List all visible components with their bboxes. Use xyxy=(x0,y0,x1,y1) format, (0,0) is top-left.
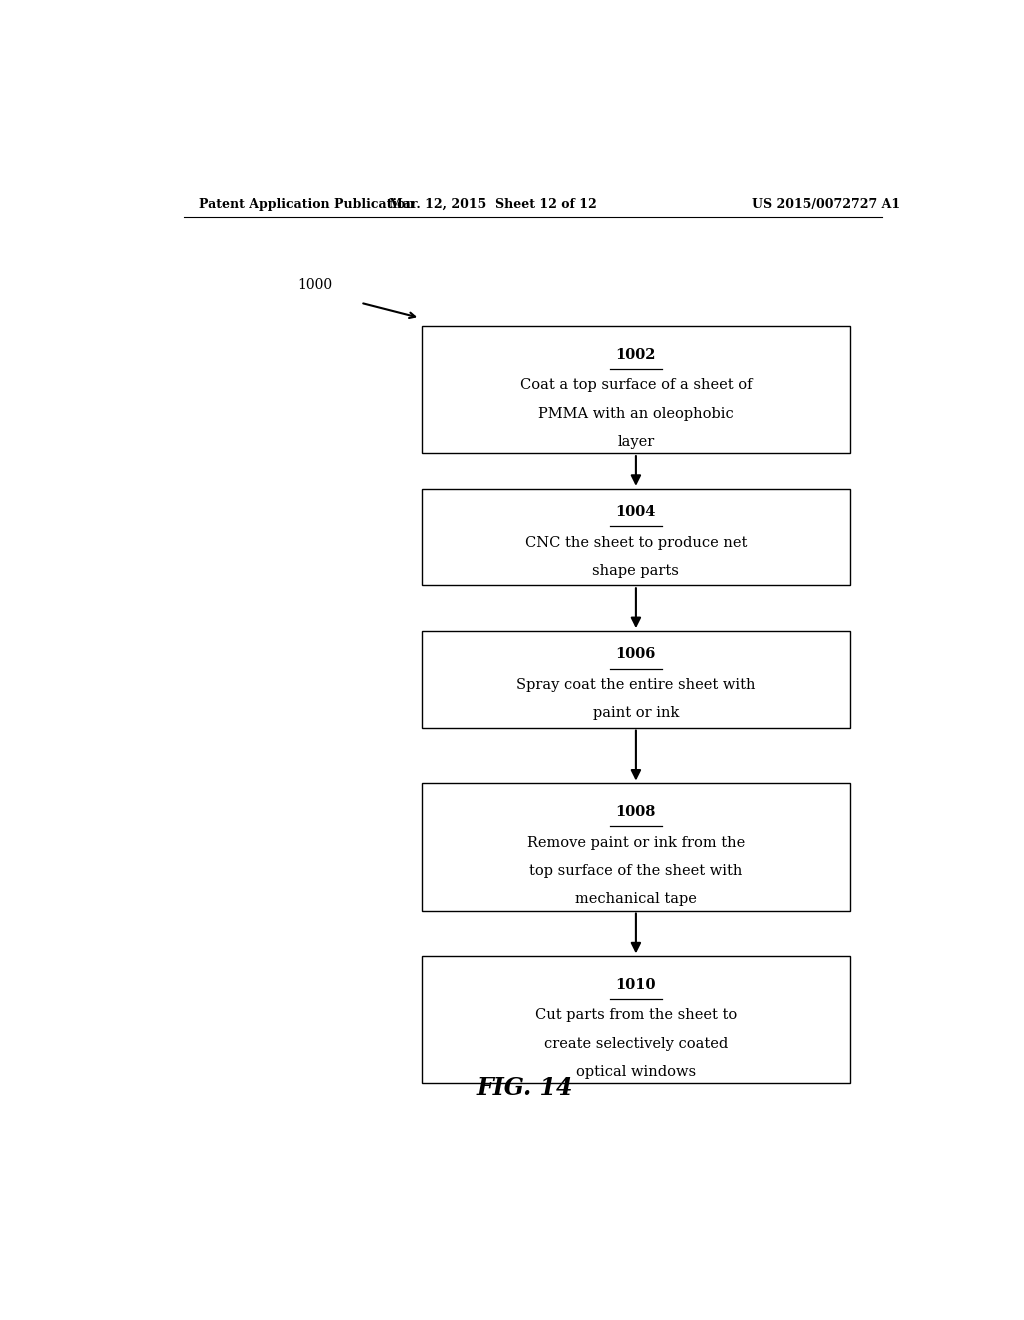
Text: optical windows: optical windows xyxy=(575,1065,696,1080)
Text: 1006: 1006 xyxy=(615,647,656,661)
Text: Remove paint or ink from the: Remove paint or ink from the xyxy=(526,836,745,850)
Text: Spray coat the entire sheet with: Spray coat the entire sheet with xyxy=(516,678,756,692)
Text: 1008: 1008 xyxy=(615,805,656,820)
Text: top surface of the sheet with: top surface of the sheet with xyxy=(529,865,742,878)
Text: US 2015/0072727 A1: US 2015/0072727 A1 xyxy=(753,198,900,211)
Text: FIG. 14: FIG. 14 xyxy=(476,1076,573,1101)
Bar xyxy=(422,956,850,1084)
Bar xyxy=(422,326,850,453)
Text: 1010: 1010 xyxy=(615,978,656,991)
Text: 1002: 1002 xyxy=(615,347,656,362)
Text: Patent Application Publication: Patent Application Publication xyxy=(200,198,415,211)
Text: Cut parts from the sheet to: Cut parts from the sheet to xyxy=(535,1008,737,1023)
Text: CNC the sheet to produce net: CNC the sheet to produce net xyxy=(524,536,748,549)
Bar xyxy=(422,784,850,911)
Text: shape parts: shape parts xyxy=(593,564,679,578)
Text: paint or ink: paint or ink xyxy=(593,706,679,721)
Bar xyxy=(422,488,850,585)
Text: mechanical tape: mechanical tape xyxy=(574,892,697,907)
Bar xyxy=(422,631,850,727)
Text: 1000: 1000 xyxy=(297,279,332,293)
Text: Coat a top surface of a sheet of: Coat a top surface of a sheet of xyxy=(519,379,753,392)
Text: 1004: 1004 xyxy=(615,506,656,519)
Text: Mar. 12, 2015  Sheet 12 of 12: Mar. 12, 2015 Sheet 12 of 12 xyxy=(389,198,597,211)
Text: PMMA with an oleophobic: PMMA with an oleophobic xyxy=(538,407,734,421)
Text: layer: layer xyxy=(617,436,654,449)
Text: create selectively coated: create selectively coated xyxy=(544,1036,728,1051)
